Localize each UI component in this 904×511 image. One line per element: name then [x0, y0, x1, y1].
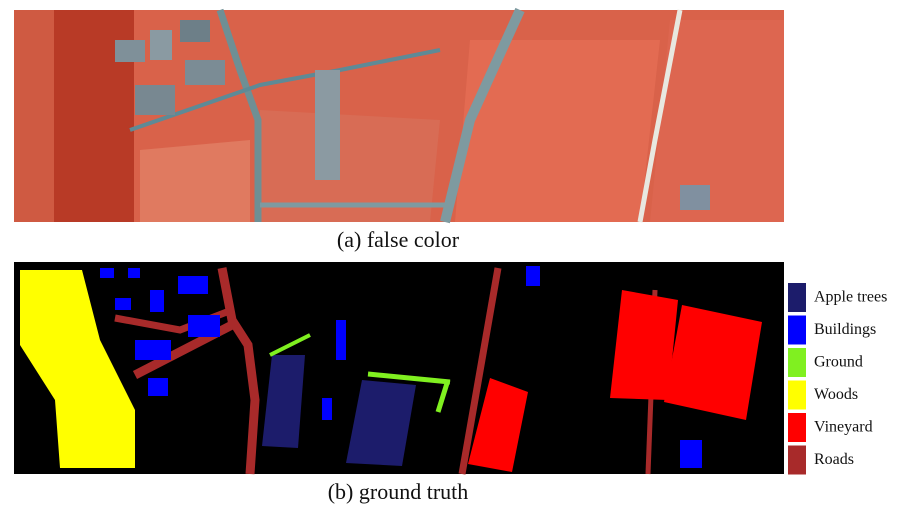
- legend-label: Ground: [814, 354, 863, 371]
- class-region: [322, 398, 332, 420]
- figure: (a) false color Apple trees Buildings Grou…: [0, 0, 904, 511]
- caption: (a) false color: [337, 227, 460, 252]
- class-region: [128, 268, 140, 278]
- legend-label: Woods: [814, 386, 858, 403]
- class-region: [336, 320, 346, 360]
- class-region: [115, 298, 131, 310]
- legend-label: Roads: [814, 451, 854, 468]
- class-region: [680, 440, 702, 468]
- ground-truth-map: [14, 262, 784, 474]
- class-region: [148, 378, 168, 396]
- caption: (b) ground truth: [328, 479, 469, 504]
- legend: Apple trees Buildings Ground Woods Vineyard R…: [788, 283, 887, 475]
- legend-swatch: [788, 316, 806, 345]
- class-region: [100, 268, 114, 278]
- legend-swatch: [788, 381, 806, 410]
- class-region: [178, 276, 208, 294]
- legend-swatch: [788, 446, 806, 475]
- legend-swatch: [788, 283, 806, 312]
- false-color-image: [14, 10, 784, 222]
- legend-label: Vineyard: [814, 419, 873, 436]
- legend-label: Apple trees: [814, 289, 887, 306]
- class-region: [526, 266, 540, 286]
- legend-swatch: [788, 413, 806, 442]
- legend-label: Buildings: [814, 321, 876, 338]
- class-region: [135, 340, 171, 360]
- legend-swatch: [788, 348, 806, 377]
- class-region: [188, 315, 220, 337]
- class-region: [150, 290, 164, 312]
